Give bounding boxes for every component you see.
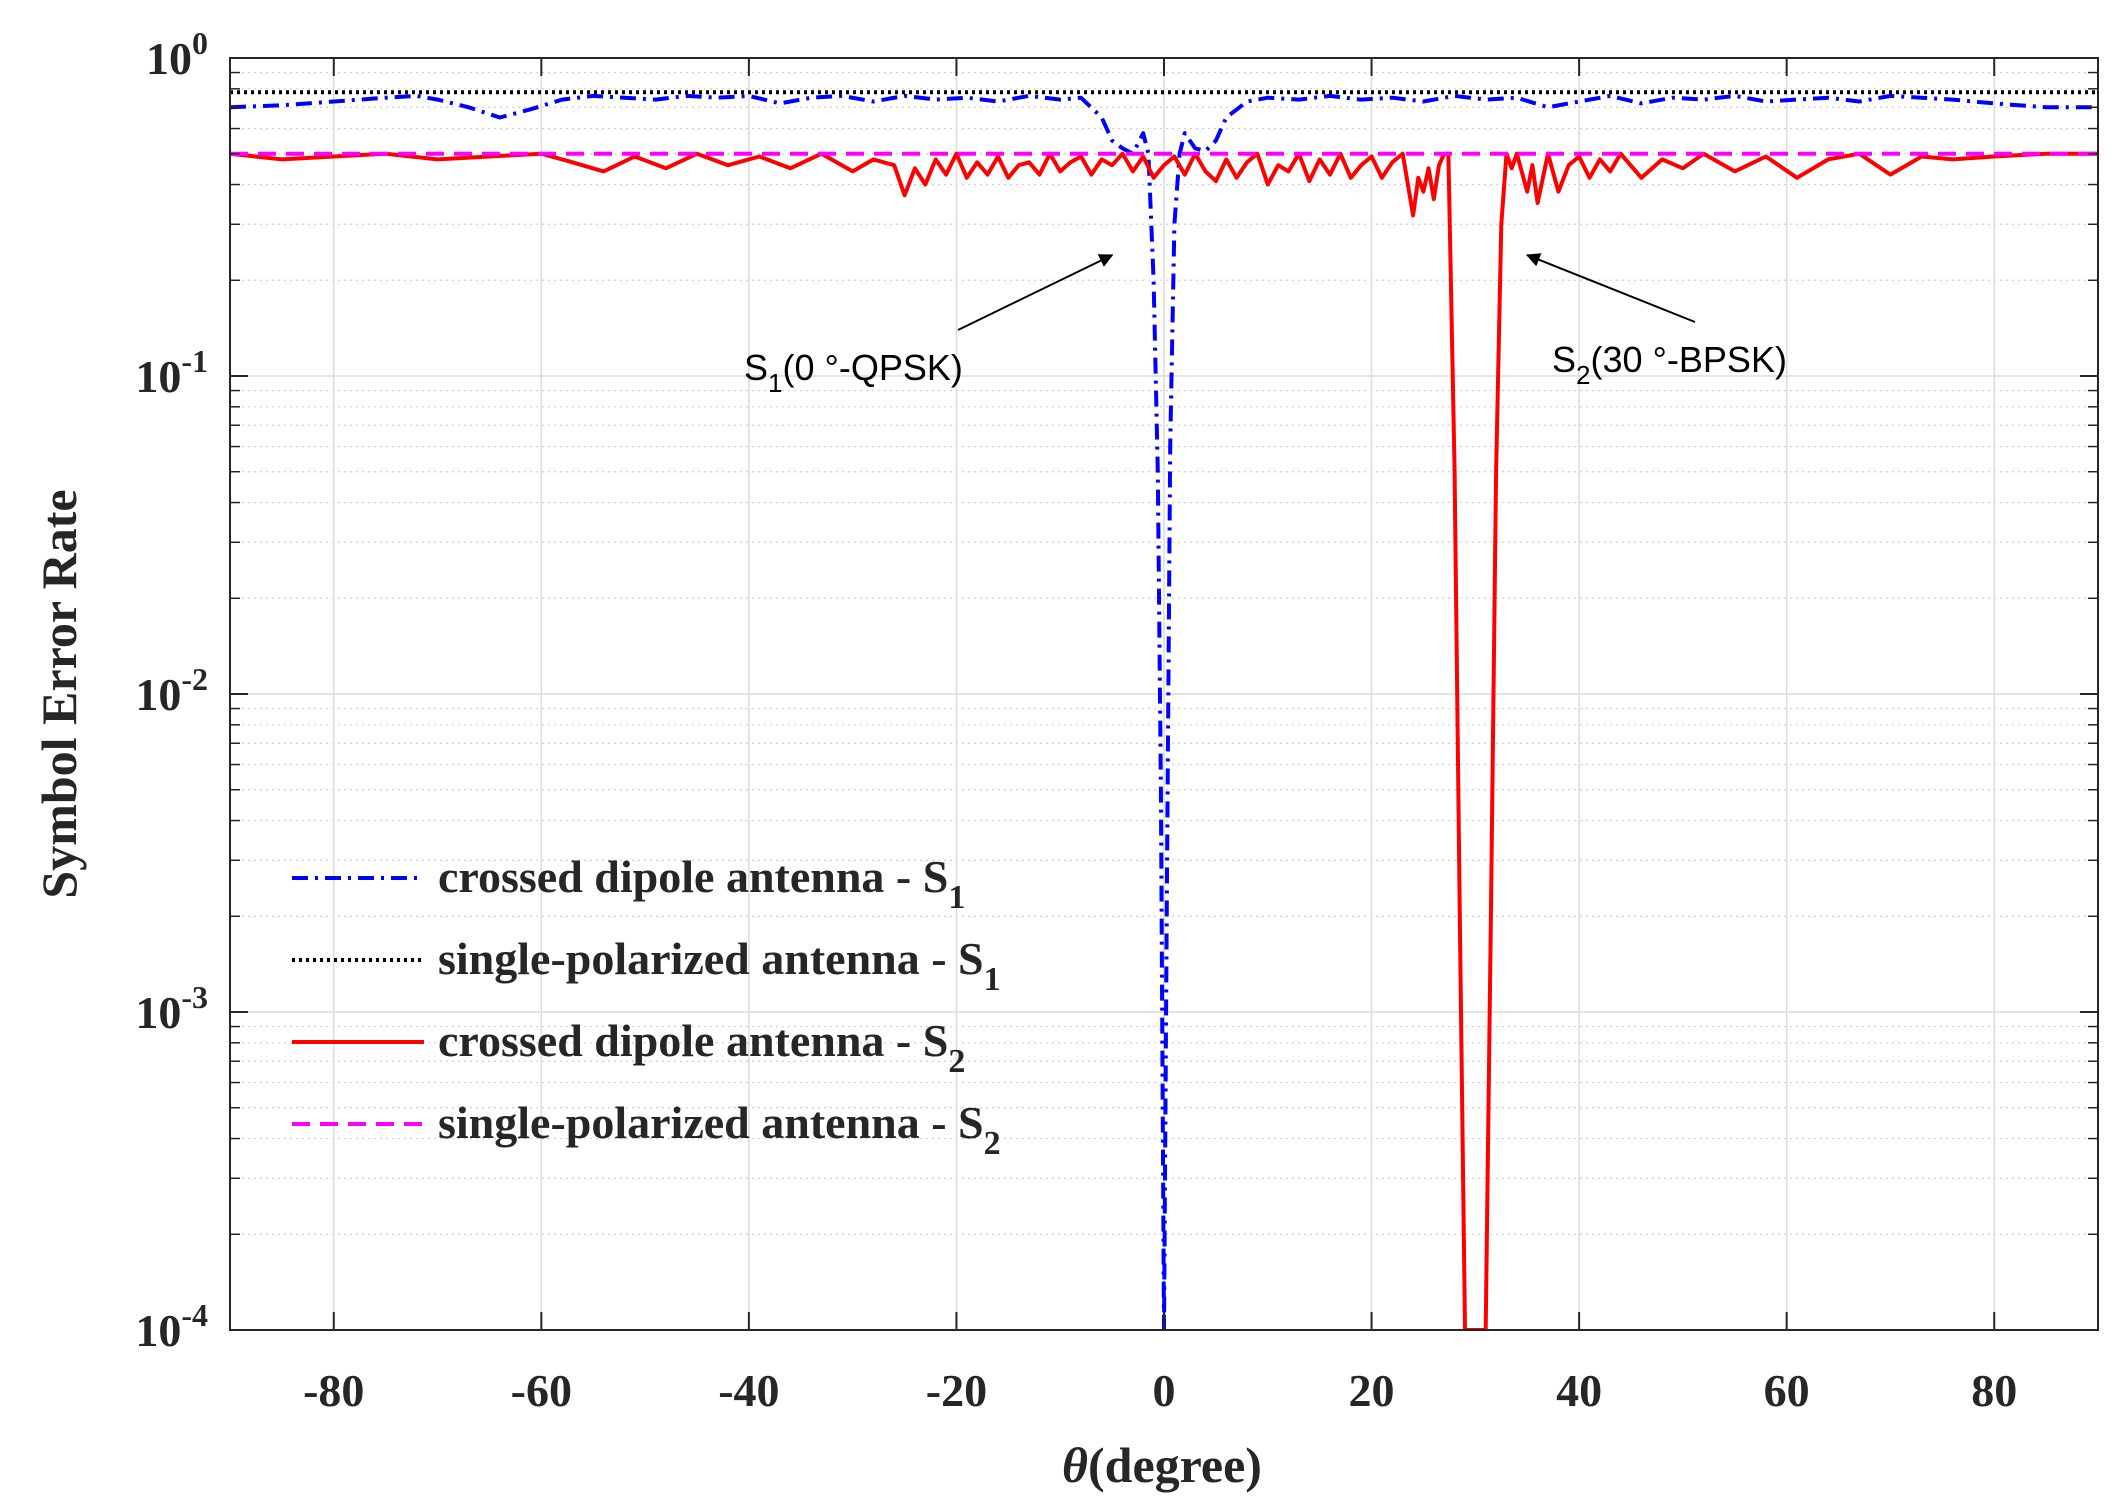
y-tick-exponent: 0 (192, 25, 208, 61)
series-line-3 (230, 151, 2098, 1330)
y-tick-base: 10 (135, 987, 181, 1038)
annotations: S1(0 °-QPSK) S2(30 °-BPSK) (744, 253, 1787, 398)
y-tick-base: 10 (146, 33, 192, 84)
y-tick-label: 10-2 (135, 661, 208, 720)
y-tick-exponent: -3 (181, 979, 208, 1015)
annotation-arrow-s1 (957, 254, 1114, 331)
y-tick-label: 10-4 (135, 1297, 208, 1356)
legend-label-subscript: 1 (984, 961, 1001, 998)
series-lines (230, 90, 2098, 1330)
theta-symbol: θ (1062, 1437, 1088, 1493)
y-tick-label: 10-3 (135, 979, 208, 1038)
y-tick-label: 10-1 (135, 343, 208, 402)
x-tick-label: 40 (1556, 1365, 1602, 1416)
annotation-label-s1: S1(0 °-QPSK) (744, 347, 963, 398)
legend-label-4: single-polarized antenna - S2 (438, 1097, 1001, 1162)
y-tick-exponent: -1 (181, 343, 208, 379)
y-tick-base: 10 (135, 351, 181, 402)
legend: crossed dipole antenna - S1single-polari… (292, 851, 1001, 1162)
axis-ticks (230, 57, 2098, 1331)
y-tick-label: 100 (146, 25, 208, 84)
y-axis-label: Symbol Error Rate (31, 489, 87, 898)
legend-label-text: single-polarized antenna - S (438, 1097, 984, 1148)
x-axis-unit: (degree) (1088, 1437, 1262, 1493)
y-tick-base: 10 (135, 669, 181, 720)
legend-label-subscript: 2 (948, 1043, 965, 1080)
y-tick-exponent: -4 (181, 1297, 208, 1333)
x-tick-label: -60 (511, 1365, 572, 1416)
legend-label-3: crossed dipole antenna - S2 (438, 1015, 965, 1080)
x-tick-label: -20 (926, 1365, 987, 1416)
annotation-label-s2: S2(30 °-BPSK) (1552, 339, 1787, 390)
series-line-1 (230, 93, 2098, 1330)
x-axis-label: θ(degree) (1062, 1437, 1262, 1493)
legend-label-subscript: 1 (948, 879, 965, 916)
x-tick-label: 0 (1153, 1365, 1176, 1416)
x-tick-label: -40 (718, 1365, 779, 1416)
x-tick-labels: -80 -60 -40 -20 0 20 40 60 80 (303, 1365, 2017, 1416)
legend-label-2: single-polarized antenna - S1 (438, 933, 1001, 998)
x-tick-label: 60 (1764, 1365, 1810, 1416)
x-tick-label: 20 (1349, 1365, 1395, 1416)
y-tick-base: 10 (135, 1305, 181, 1356)
x-tick-label: 80 (1971, 1365, 2017, 1416)
legend-label-subscript: 2 (984, 1125, 1001, 1162)
legend-label-1: crossed dipole antenna - S1 (438, 851, 965, 916)
legend-label-text: crossed dipole antenna - S (438, 1015, 948, 1066)
legend-label-text: single-polarized antenna - S (438, 933, 984, 984)
annotation-arrow-s2 (1525, 253, 1696, 323)
legend-label-text: crossed dipole antenna - S (438, 851, 948, 902)
y-tick-exponent: -2 (181, 661, 208, 697)
x-tick-label: -80 (303, 1365, 364, 1416)
